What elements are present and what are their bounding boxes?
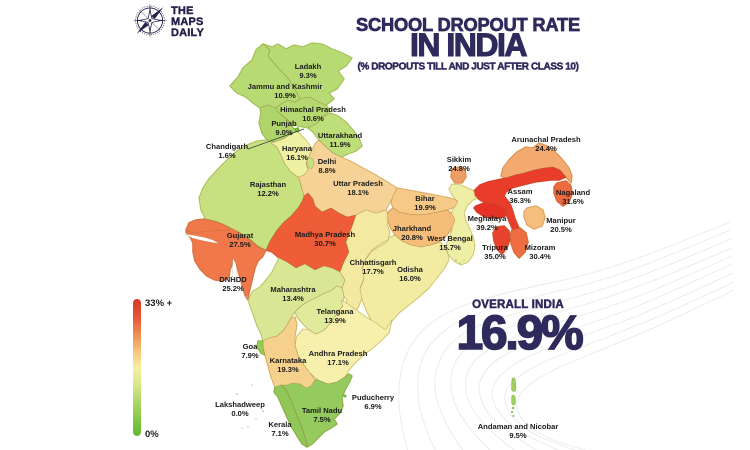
svg-text:Mizoram: Mizoram — [525, 243, 556, 252]
svg-text:24.8%: 24.8% — [448, 164, 470, 173]
svg-text:Manipur: Manipur — [546, 216, 576, 225]
svg-text:9.0%: 9.0% — [275, 128, 293, 137]
svg-text:Telangana: Telangana — [317, 307, 355, 316]
svg-text:8.8%: 8.8% — [318, 166, 336, 175]
svg-text:0.0%: 0.0% — [231, 409, 249, 418]
svg-text:Himachal Pradesh: Himachal Pradesh — [280, 105, 346, 114]
svg-text:39.2%: 39.2% — [476, 223, 498, 232]
svg-text:Goa: Goa — [243, 342, 259, 351]
svg-text:33% +: 33% + — [145, 298, 173, 309]
svg-text:Uttar Pradesh: Uttar Pradesh — [333, 179, 383, 188]
svg-text:30.7%: 30.7% — [314, 239, 336, 248]
svg-text:12.2%: 12.2% — [257, 189, 279, 198]
svg-text:Tripura: Tripura — [482, 243, 509, 252]
svg-text:Ladakh: Ladakh — [295, 62, 322, 71]
svg-text:SCHOOL DROPOUT RATE: SCHOOL DROPOUT RATE — [356, 14, 580, 35]
svg-text:Jammu and Kashmir: Jammu and Kashmir — [248, 82, 323, 91]
svg-text:Meghalaya: Meghalaya — [468, 214, 508, 223]
svg-text:Bihar: Bihar — [415, 194, 434, 203]
svg-text:Andhra Pradesh: Andhra Pradesh — [309, 349, 368, 358]
svg-text:31.6%: 31.6% — [562, 197, 584, 206]
svg-text:Odisha: Odisha — [397, 265, 424, 274]
svg-text:DAILY: DAILY — [171, 27, 204, 39]
svg-text:15.7%: 15.7% — [439, 243, 461, 252]
svg-text:6.9%: 6.9% — [364, 402, 382, 411]
svg-text:Punjab: Punjab — [271, 119, 297, 128]
svg-text:30.4%: 30.4% — [529, 252, 551, 261]
svg-text:Madhya Pradesh: Madhya Pradesh — [295, 230, 356, 239]
svg-text:20.5%: 20.5% — [550, 225, 572, 234]
svg-text:10.6%: 10.6% — [302, 114, 324, 123]
svg-text:Nagaland: Nagaland — [556, 188, 591, 197]
svg-text:Chhattisgarh: Chhattisgarh — [350, 258, 397, 267]
svg-text:Rajasthan: Rajasthan — [250, 180, 287, 189]
svg-text:Delhi: Delhi — [318, 157, 337, 166]
svg-text:West Bengal: West Bengal — [427, 234, 472, 243]
svg-text:Maharashtra: Maharashtra — [270, 285, 316, 294]
svg-text:Andaman and Nicobar: Andaman and Nicobar — [478, 422, 559, 431]
svg-text:19.3%: 19.3% — [277, 365, 299, 374]
svg-text:25.2%: 25.2% — [222, 284, 244, 293]
svg-text:9.3%: 9.3% — [299, 71, 317, 80]
svg-text:9.5%: 9.5% — [509, 431, 527, 440]
svg-text:Assam: Assam — [508, 187, 533, 196]
svg-text:18.1%: 18.1% — [347, 188, 369, 197]
svg-text:7.5%: 7.5% — [313, 415, 331, 424]
svg-text:(% DROPOUTS TILL AND JUST AFTE: (% DROPOUTS TILL AND JUST AFTER CLASS 10… — [357, 62, 578, 73]
svg-text:16.0%: 16.0% — [399, 274, 421, 283]
svg-text:Lakshadweep: Lakshadweep — [215, 400, 265, 409]
svg-text:THE: THE — [171, 5, 194, 17]
svg-text:17.1%: 17.1% — [327, 358, 349, 367]
svg-text:Kerala: Kerala — [268, 420, 292, 429]
svg-text:19.9%: 19.9% — [414, 203, 436, 212]
svg-text:27.5%: 27.5% — [229, 240, 251, 249]
svg-text:10.9%: 10.9% — [274, 91, 296, 100]
svg-text:17.7%: 17.7% — [362, 267, 384, 276]
svg-text:OVERALL INDIA: OVERALL INDIA — [472, 299, 564, 311]
svg-text:1.6%: 1.6% — [218, 151, 236, 160]
svg-text:7.1%: 7.1% — [271, 429, 289, 438]
svg-text:MAPS: MAPS — [171, 16, 204, 28]
svg-text:11.9%: 11.9% — [329, 140, 350, 149]
svg-text:Tamil Nadu: Tamil Nadu — [302, 406, 343, 415]
svg-text:24.4%: 24.4% — [535, 144, 557, 153]
svg-text:DNHDD: DNHDD — [219, 275, 247, 284]
svg-text:7.9%: 7.9% — [241, 351, 259, 360]
svg-text:Haryana: Haryana — [282, 144, 313, 153]
svg-text:20.8%: 20.8% — [401, 233, 423, 242]
svg-text:Chandigarh: Chandigarh — [206, 142, 249, 151]
svg-text:36.3%: 36.3% — [509, 196, 531, 205]
svg-text:Jharkhand: Jharkhand — [393, 224, 432, 233]
svg-text:Karnataka: Karnataka — [270, 356, 307, 365]
svg-text:Uttarakhand: Uttarakhand — [318, 131, 363, 140]
svg-text:13.9%: 13.9% — [324, 316, 346, 325]
svg-text:Arunachal Pradesh: Arunachal Pradesh — [511, 135, 581, 144]
svg-text:16.9%: 16.9% — [456, 307, 583, 360]
svg-text:IN INDIA: IN INDIA — [410, 27, 527, 63]
svg-text:35.0%: 35.0% — [484, 252, 506, 261]
svg-text:13.4%: 13.4% — [282, 294, 304, 303]
svg-text:0%: 0% — [145, 429, 159, 440]
svg-text:Sikkim: Sikkim — [447, 155, 472, 164]
svg-text:16.1%: 16.1% — [286, 153, 308, 162]
svg-text:Puducherry: Puducherry — [352, 393, 395, 402]
svg-text:Gujarat: Gujarat — [227, 231, 254, 240]
